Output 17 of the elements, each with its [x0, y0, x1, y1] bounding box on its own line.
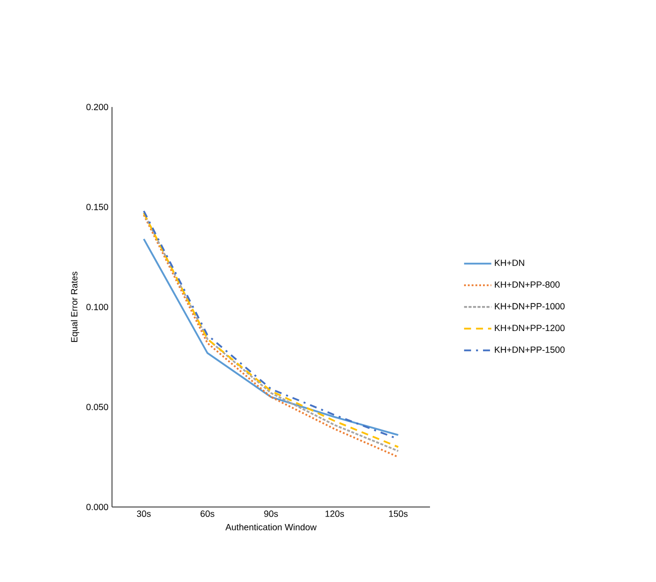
y-tick-label: 0.100 — [86, 304, 108, 310]
legend-label: KH+DN — [494, 260, 524, 266]
legend-label: KH+DN+PP-1500 — [494, 346, 565, 353]
x-tick-label: 60s — [200, 510, 214, 517]
y-tick-label: 0.000 — [86, 504, 108, 510]
y-tick-label: 0.200 — [86, 104, 108, 110]
legend-label: KH+DN+PP-1200 — [494, 324, 565, 332]
y-axis-title: Equal Error Rates — [70, 272, 80, 342]
x-tick-label: 90s — [264, 510, 278, 517]
legend-label: KH+DN+PP-1000 — [494, 303, 565, 310]
x-tick-label: 150s — [389, 510, 408, 517]
x-tick-label: 120s — [326, 510, 344, 517]
y-tick-label: 0.050 — [86, 404, 108, 410]
legend-label: KH+DN+PP-800 — [494, 281, 560, 288]
x-axis-title: Authentication Window — [225, 524, 317, 530]
y-tick-label: 0.150 — [86, 204, 108, 210]
x-tick-label: 30s — [136, 510, 151, 517]
